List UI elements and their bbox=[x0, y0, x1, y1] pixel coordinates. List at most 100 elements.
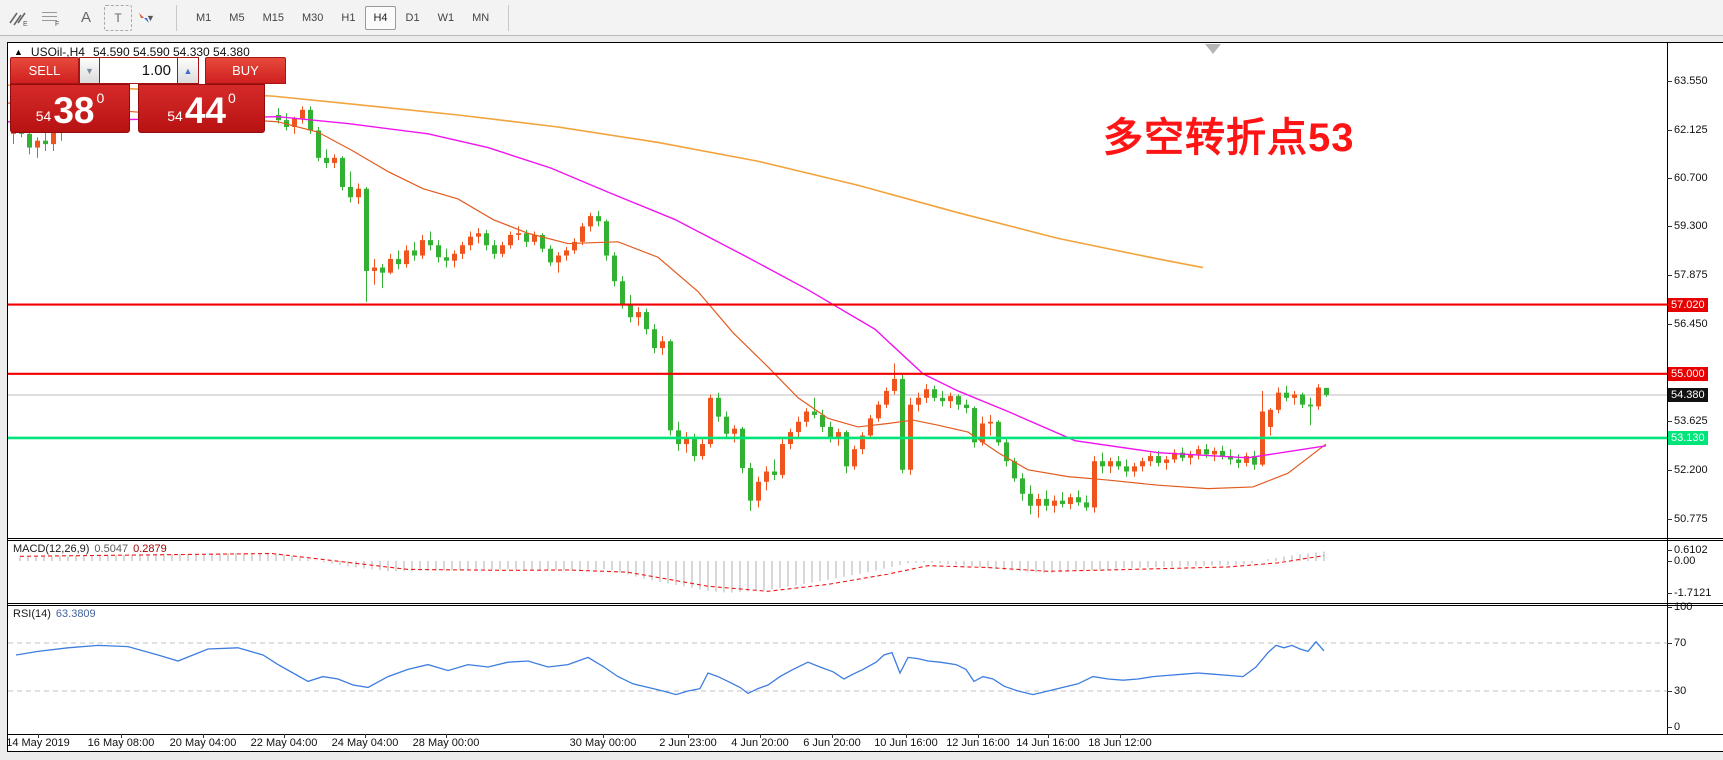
arrow-tools-icon[interactable]: ▼ bbox=[136, 5, 164, 31]
timeframe-button-m1[interactable]: M1 bbox=[196, 11, 212, 24]
macd-indicator-label: MACD(12,26,9) 0.5047 0.2879 bbox=[13, 543, 167, 555]
macd-name: MACD(12,26,9) bbox=[13, 543, 90, 555]
text-a-icon[interactable]: A bbox=[80, 9, 91, 26]
main-price-chart[interactable] bbox=[7, 43, 1667, 539]
sell-button[interactable]: SELL bbox=[10, 57, 79, 84]
timeframe-button-m5[interactable]: M5 bbox=[229, 11, 245, 24]
chart-shift-marker-icon[interactable] bbox=[1205, 44, 1221, 54]
time-axis-label: 20 May 04:00 bbox=[169, 737, 237, 749]
axis-tick bbox=[1667, 81, 1672, 82]
sell-price-big: 38 bbox=[53, 89, 95, 131]
panel-divider[interactable] bbox=[8, 603, 1723, 606]
time-axis-tick bbox=[832, 734, 833, 738]
axis-tick bbox=[1667, 607, 1672, 608]
grid-f-icon[interactable]: F bbox=[40, 5, 68, 31]
axis-tick-label: 0.00 bbox=[1674, 555, 1696, 567]
time-axis-label: 18 Jun 12:00 bbox=[1088, 737, 1152, 749]
one-click-trade-panel: SELL ▼ 1.00 ▲ BUY 54 38 0 54 44 0 bbox=[10, 57, 286, 133]
time-axis-tick bbox=[603, 734, 604, 738]
axis-tick bbox=[1667, 130, 1672, 131]
axis-tick bbox=[1667, 643, 1672, 644]
axis-tick-label: 53.625 bbox=[1674, 415, 1708, 427]
chart-window: ▲ USOil-,H4 54.590 54.590 54.330 54.380 … bbox=[6, 42, 1723, 752]
timeframe-button-h1[interactable]: H1 bbox=[341, 11, 356, 24]
time-axis-tick bbox=[906, 734, 907, 738]
panel-divider[interactable] bbox=[8, 538, 1723, 541]
axis-tick-label: 50.775 bbox=[1674, 513, 1708, 525]
timeframe-button-mn[interactable]: MN bbox=[472, 11, 490, 24]
volume-input[interactable]: 1.00 bbox=[100, 57, 177, 84]
sell-price-prefix: 54 bbox=[35, 108, 52, 124]
time-axis-tick bbox=[1120, 734, 1121, 738]
axis-tick-label: 56.450 bbox=[1674, 318, 1708, 330]
rsi-name: RSI(14) bbox=[13, 608, 51, 620]
price-level-badge: 54.380 bbox=[1668, 388, 1708, 402]
time-axis-tick bbox=[38, 734, 39, 738]
time-axis-tick bbox=[1048, 734, 1049, 738]
time-axis-label: 2 Jun 23:00 bbox=[659, 737, 717, 749]
axis-tick-label: 52.200 bbox=[1674, 464, 1708, 476]
rsi-indicator-label: RSI(14) 63.3809 bbox=[13, 608, 96, 620]
symbol-period: USOil-,H4 bbox=[30, 45, 85, 59]
time-axis-label: 24 May 04:00 bbox=[331, 737, 399, 749]
chevron-down-icon: ▼ bbox=[146, 12, 155, 23]
textbox-t-icon[interactable]: T bbox=[104, 4, 132, 31]
indicator-e-icon[interactable]: E bbox=[8, 5, 36, 31]
time-axis-tick bbox=[760, 734, 761, 738]
chart-title: ▲ USOil-,H4 54.590 54.590 54.330 54.380 bbox=[14, 45, 250, 59]
axis-tick bbox=[1667, 691, 1672, 692]
axis-tick bbox=[1667, 178, 1672, 179]
axis-tick-label: 60.700 bbox=[1674, 172, 1708, 184]
axis-tick-label: 57.875 bbox=[1674, 269, 1708, 281]
time-axis-label: 22 May 04:00 bbox=[250, 737, 318, 749]
axis-tick bbox=[1667, 727, 1672, 728]
axis-tick-label: 70 bbox=[1674, 637, 1687, 649]
axis-tick-label: -1.7121 bbox=[1674, 587, 1712, 599]
timeframe-button-m30[interactable]: M30 bbox=[301, 11, 324, 24]
axis-tick bbox=[1667, 275, 1672, 276]
axis-tick-label: 63.550 bbox=[1674, 75, 1708, 87]
price-level-badge: 57.020 bbox=[1668, 298, 1708, 312]
buy-button[interactable]: BUY bbox=[205, 57, 286, 84]
chevron-down-icon: ▼ bbox=[85, 65, 94, 76]
time-axis-tick bbox=[688, 734, 689, 738]
axis-tick-label: 0.6102 bbox=[1674, 544, 1708, 556]
time-axis-label: 6 Jun 20:00 bbox=[803, 737, 861, 749]
timeframe-button-w1[interactable]: W1 bbox=[437, 11, 455, 24]
time-axis-label: 28 May 00:00 bbox=[412, 737, 480, 749]
axis-tick-label: 0 bbox=[1674, 721, 1681, 733]
volume-decrease-button[interactable]: ▼ bbox=[79, 57, 100, 84]
toolbar-separator bbox=[176, 4, 177, 31]
time-axis-tick bbox=[446, 734, 447, 738]
rsi-panel[interactable] bbox=[8, 606, 1667, 734]
price-axis-line bbox=[1667, 43, 1668, 751]
macd-panel[interactable] bbox=[8, 541, 1667, 603]
panel-divider bbox=[8, 734, 1723, 735]
buy-price-tile[interactable]: 54 44 0 bbox=[138, 84, 265, 133]
axis-tick bbox=[1667, 226, 1672, 227]
volume-increase-button[interactable]: ▲ bbox=[177, 57, 199, 84]
buy-price-prefix: 54 bbox=[167, 108, 183, 124]
time-axis[interactable]: 14 May 2019 16 May 08:00 20 May 04:00 22 Ma… bbox=[6, 734, 1723, 751]
time-axis-label: 16 May 08:00 bbox=[87, 737, 155, 749]
axis-tick-label: 62.125 bbox=[1674, 124, 1708, 136]
axis-tick bbox=[1667, 593, 1672, 594]
price-level-badge: 55.000 bbox=[1668, 367, 1708, 381]
toolbar-separator bbox=[508, 4, 510, 31]
toolbar: E F A T ▼ M1 M5 M15 M30 H1 H4 D1 W1 MN bbox=[0, 0, 1723, 36]
price-level-badge: 53.130 bbox=[1668, 431, 1708, 445]
timeframe-button-h4[interactable]: H4 bbox=[365, 5, 396, 30]
chevron-up-icon: ▲ bbox=[183, 65, 193, 76]
svg-text:F: F bbox=[55, 21, 59, 28]
time-axis-tick bbox=[284, 734, 285, 738]
timeframe-button-m15[interactable]: M15 bbox=[262, 11, 284, 24]
axis-tick bbox=[1667, 421, 1672, 422]
time-axis-label: 4 Jun 20:00 bbox=[731, 737, 789, 749]
axis-tick bbox=[1667, 550, 1672, 551]
time-axis-label: 14 May 2019 bbox=[6, 737, 70, 749]
collapse-arrow-icon[interactable]: ▲ bbox=[14, 47, 23, 57]
timeframe-button-d1[interactable]: D1 bbox=[405, 11, 420, 24]
axis-tick bbox=[1667, 324, 1672, 325]
time-axis-label: 10 Jun 16:00 bbox=[874, 737, 938, 749]
sell-price-tile[interactable]: 54 38 0 bbox=[10, 84, 130, 133]
